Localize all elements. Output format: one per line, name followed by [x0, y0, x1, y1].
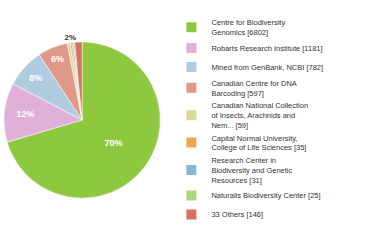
svg-text:Research Center inBiodiversity: Research Center inBiodiversity and Genet… [211, 156, 292, 185]
svg-text:Robarts Research Institute [11: Robarts Research Institute [1181] [211, 44, 322, 53]
svg-text:Canadian National Collectionof: Canadian National Collectionof Insects, … [211, 101, 308, 130]
svg-text:2%: 2% [65, 33, 77, 42]
svg-text:Naturalis Biodiversity Center: Naturalis Biodiversity Center [25] [211, 191, 320, 200]
svg-text:Canadian Centre for DNABarcodi: Canadian Centre for DNABarcoding [597] [211, 79, 296, 98]
svg-text:8%: 8% [29, 73, 42, 83]
svg-text:33 Others [146]: 33 Others [146] [211, 210, 263, 219]
svg-text:Centre for BiodiversityGenomic: Centre for BiodiversityGenomics [6802] [211, 18, 285, 37]
svg-text:70%: 70% [104, 138, 122, 148]
svg-text:Capital Normal University,Coll: Capital Normal University,College of Lif… [211, 134, 306, 153]
svg-text:Mined from GenBank, NCBI [782]: Mined from GenBank, NCBI [782] [211, 63, 323, 72]
svg-text:6%: 6% [51, 54, 64, 64]
svg-text:12%: 12% [17, 109, 35, 119]
